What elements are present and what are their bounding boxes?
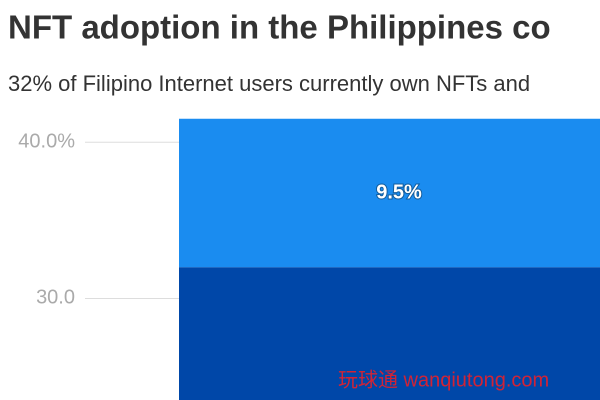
bar-segment <box>179 118 600 268</box>
y-tick-label: 40.0% <box>18 130 75 152</box>
y-tick-label: 30.0 <box>36 287 75 309</box>
data-label: 9.5% <box>376 181 422 203</box>
chart-subtitle: 32% of Filipino Internet users currently… <box>8 71 530 96</box>
chart-title: NFT adoption in the Philippines co <box>8 9 551 46</box>
bar-segment <box>179 267 600 400</box>
watermark: 玩球通 wanqiutong.com <box>338 368 549 391</box>
